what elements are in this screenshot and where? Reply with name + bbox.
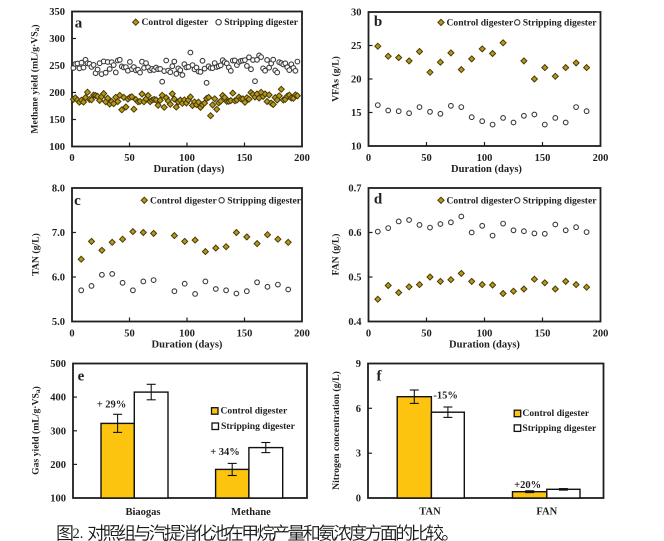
svg-text:+20%: +20%	[514, 480, 541, 491]
svg-text:Control digester: Control digester	[221, 406, 288, 417]
svg-text:100: 100	[179, 153, 195, 164]
svg-text:+ 29%: + 29%	[97, 400, 127, 411]
svg-text:6: 6	[356, 404, 361, 415]
svg-text:Nitrogen concentration (g/L): Nitrogen concentration (g/L)	[331, 371, 342, 490]
svg-text:Stripping digester: Stripping digester	[227, 195, 302, 206]
svg-text:Methane: Methane	[231, 507, 271, 518]
svg-text:50: 50	[421, 329, 432, 340]
svg-text:Duration (days): Duration (days)	[449, 340, 520, 351]
svg-text:f: f	[377, 369, 383, 385]
svg-text:150: 150	[535, 153, 551, 164]
svg-text:150: 150	[237, 153, 253, 164]
svg-text:Duration (days): Duration (days)	[152, 340, 223, 351]
svg-text:8.0: 8.0	[52, 184, 65, 195]
svg-text:200: 200	[593, 329, 609, 340]
svg-text:0.6: 0.6	[348, 228, 361, 239]
svg-text:100: 100	[50, 494, 66, 505]
svg-text:400: 400	[50, 393, 66, 404]
svg-text:6.0: 6.0	[52, 273, 65, 284]
svg-text:20: 20	[351, 75, 362, 86]
svg-text:150: 150	[535, 329, 551, 340]
svg-text:Stripping digester: Stripping digester	[523, 195, 598, 206]
svg-text:150: 150	[49, 115, 65, 126]
svg-text:Control digester: Control digester	[142, 17, 209, 28]
svg-text:FAN: FAN	[536, 506, 557, 517]
svg-text:0: 0	[356, 494, 361, 505]
svg-text:100: 100	[179, 329, 195, 340]
svg-text:100: 100	[477, 153, 493, 164]
svg-text:50: 50	[124, 329, 135, 340]
svg-text:0.7: 0.7	[348, 184, 361, 195]
svg-text:e: e	[78, 369, 85, 385]
svg-text:300: 300	[50, 426, 66, 437]
svg-text:100: 100	[49, 142, 65, 153]
svg-text:5.0: 5.0	[52, 317, 65, 328]
svg-text:b: b	[374, 14, 382, 30]
svg-text:Gas yield (mL/g·VSa): Gas yield (mL/g·VSa)	[31, 386, 42, 475]
svg-text:Stripping digester: Stripping digester	[523, 17, 598, 28]
svg-text:Control digester: Control digester	[150, 195, 217, 206]
svg-text:200: 200	[49, 88, 65, 99]
svg-text:100: 100	[477, 329, 493, 340]
svg-text:150: 150	[237, 329, 253, 340]
svg-text:Stripping digester: Stripping digester	[522, 423, 597, 434]
svg-text:10: 10	[351, 142, 362, 153]
svg-text:-15%: -15%	[433, 391, 458, 402]
svg-text:15: 15	[351, 108, 362, 119]
svg-text:0: 0	[366, 329, 371, 340]
svg-text:Duration (days): Duration (days)	[154, 164, 225, 175]
svg-text:Methane yield (mL/g·VSa): Methane yield (mL/g·VSa)	[30, 24, 41, 133]
svg-text:Biaogas: Biaogas	[125, 507, 160, 518]
svg-text:50: 50	[421, 153, 432, 164]
svg-text:VFAs (g/L): VFAs (g/L)	[331, 56, 342, 102]
svg-text:0: 0	[69, 329, 74, 340]
svg-text:a: a	[75, 15, 83, 31]
svg-text:500: 500	[50, 359, 66, 370]
svg-text:9: 9	[356, 359, 361, 370]
svg-text:c: c	[74, 193, 81, 209]
svg-text:Stripping digester: Stripping digester	[224, 17, 299, 28]
svg-text:25: 25	[351, 41, 362, 52]
svg-text:200: 200	[50, 460, 66, 471]
svg-text:FAN (g/L): FAN (g/L)	[331, 233, 342, 275]
svg-text:d: d	[374, 192, 383, 208]
svg-text:200: 200	[294, 329, 310, 340]
svg-text:200: 200	[593, 153, 609, 164]
svg-text:TAN: TAN	[419, 506, 441, 517]
svg-text:TAN (g/L): TAN (g/L)	[31, 233, 42, 276]
svg-text:200: 200	[294, 153, 310, 164]
svg-text:30: 30	[351, 8, 362, 19]
svg-text:Stripping digester: Stripping digester	[221, 421, 296, 432]
svg-text:350: 350	[49, 7, 65, 18]
svg-text:0.4: 0.4	[348, 317, 362, 328]
svg-text:Control digester: Control digester	[522, 408, 589, 419]
svg-text:0.5: 0.5	[348, 273, 361, 284]
svg-text:3: 3	[356, 449, 361, 460]
svg-text:300: 300	[49, 34, 65, 45]
svg-text:250: 250	[49, 61, 65, 72]
svg-text:50: 50	[124, 153, 135, 164]
svg-text:7.0: 7.0	[52, 228, 65, 239]
svg-text:0: 0	[69, 153, 74, 164]
svg-text:0: 0	[366, 153, 371, 164]
svg-text:Duration (days): Duration (days)	[451, 164, 522, 175]
svg-text:Control digester: Control digester	[447, 195, 514, 206]
svg-text:Control digester: Control digester	[447, 17, 514, 28]
svg-text:+ 34%: + 34%	[210, 447, 240, 458]
svg-text:2.: 2.	[73, 526, 84, 541]
